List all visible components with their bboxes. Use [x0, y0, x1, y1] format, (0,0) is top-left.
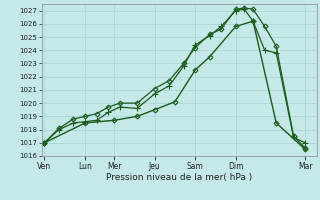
X-axis label: Pression niveau de la mer( hPa ): Pression niveau de la mer( hPa ) — [106, 173, 252, 182]
